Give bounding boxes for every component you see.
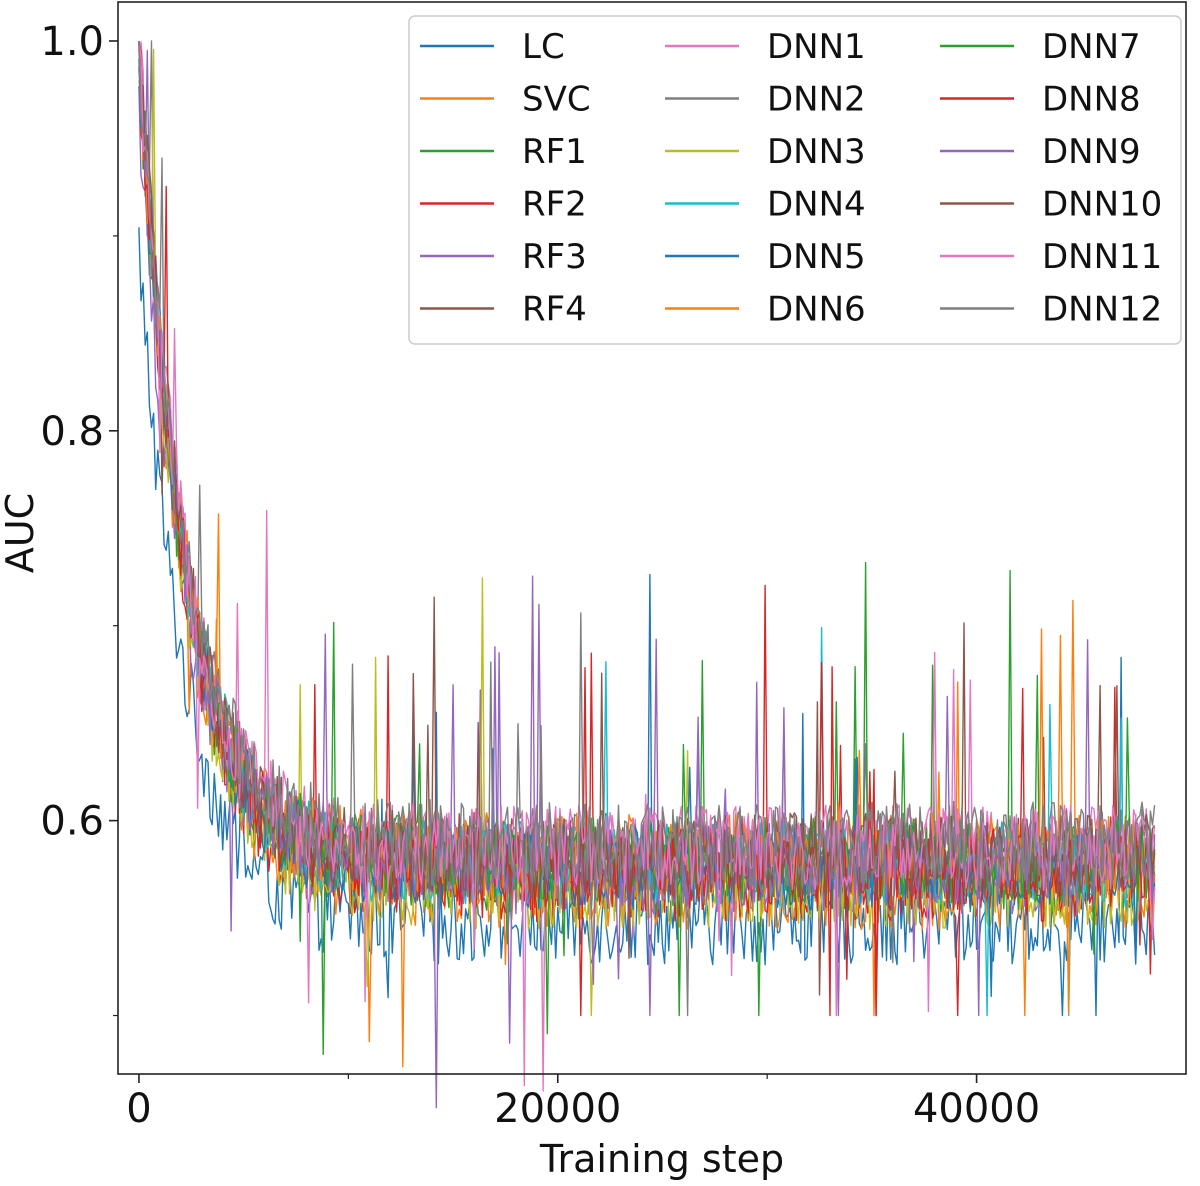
legend-label: SVC: [522, 80, 591, 120]
legend-item-dnn5[interactable]: DNN5: [665, 237, 866, 277]
x-tick-label: 20000: [494, 1086, 621, 1132]
legend-item-dnn11[interactable]: DNN11: [940, 237, 1162, 277]
legend-label: LC: [522, 27, 565, 67]
legend-item-dnn8[interactable]: DNN8: [940, 80, 1141, 120]
legend-label: DNN8: [1042, 80, 1141, 120]
legend-item-dnn9[interactable]: DNN9: [940, 132, 1141, 172]
legend-item-dnn7[interactable]: DNN7: [940, 27, 1141, 67]
legend-label: DNN4: [767, 185, 866, 225]
plot-area-frame: [117, 1, 1187, 1075]
legend-item-rf3[interactable]: RF3: [420, 237, 587, 277]
legend-label: DNN10: [1042, 185, 1162, 225]
legend-label: RF2: [522, 185, 587, 225]
axis-ticks: 0 20000 40000 0.6 0.8 1.0: [40, 19, 1040, 1132]
legend-label: DNN7: [1042, 27, 1141, 67]
y-tick-label: 0.6: [40, 799, 104, 845]
legend-item-dnn3[interactable]: DNN3: [665, 132, 866, 172]
legend-item-dnn4[interactable]: DNN4: [665, 185, 866, 225]
legend-label: RF4: [522, 290, 587, 330]
y-tick-label: 1.0: [40, 19, 104, 65]
legend-label: DNN2: [767, 80, 866, 120]
legend-label: RF1: [522, 132, 587, 172]
legend-label: DNN12: [1042, 290, 1162, 330]
legend-item-rf4[interactable]: RF4: [420, 290, 587, 330]
legend[interactable]: LC SVC RF1 RF2 RF3 RF4 DNN1 DNN2 DNN3 DNN4 DNN5 DNN…: [408, 15, 1182, 345]
series-lines: [138, 40, 1156, 1109]
x-tick-label: 0: [126, 1086, 151, 1132]
y-axis-label: AUC: [0, 493, 42, 573]
legend-label: DNN1: [767, 27, 866, 67]
legend-label: DNN9: [1042, 132, 1141, 172]
legend-item-lc[interactable]: LC: [420, 27, 565, 67]
legend-label: DNN5: [767, 237, 866, 277]
legend-label: RF3: [522, 237, 587, 277]
legend-item-rf1[interactable]: RF1: [420, 132, 587, 172]
legend-item-rf2[interactable]: RF2: [420, 185, 587, 225]
legend-item-dnn2[interactable]: DNN2: [665, 80, 866, 120]
legend-label: DNN11: [1042, 237, 1162, 277]
x-tick-label: 40000: [913, 1086, 1040, 1132]
legend-item-svc[interactable]: SVC: [420, 80, 591, 120]
series-line-dnn11: [138, 40, 1156, 1087]
x-axis-label: Training step: [539, 1137, 784, 1181]
legend-item-dnn12[interactable]: DNN12: [940, 290, 1162, 330]
series-line-dnn12: [138, 40, 1156, 888]
legend-label: DNN3: [767, 132, 866, 172]
y-tick-label: 0.8: [40, 409, 104, 455]
legend-item-dnn1[interactable]: DNN1: [665, 27, 866, 67]
legend-item-dnn6[interactable]: DNN6: [665, 290, 866, 330]
legend-item-dnn10[interactable]: DNN10: [940, 185, 1162, 225]
legend-label: DNN6: [767, 290, 866, 330]
